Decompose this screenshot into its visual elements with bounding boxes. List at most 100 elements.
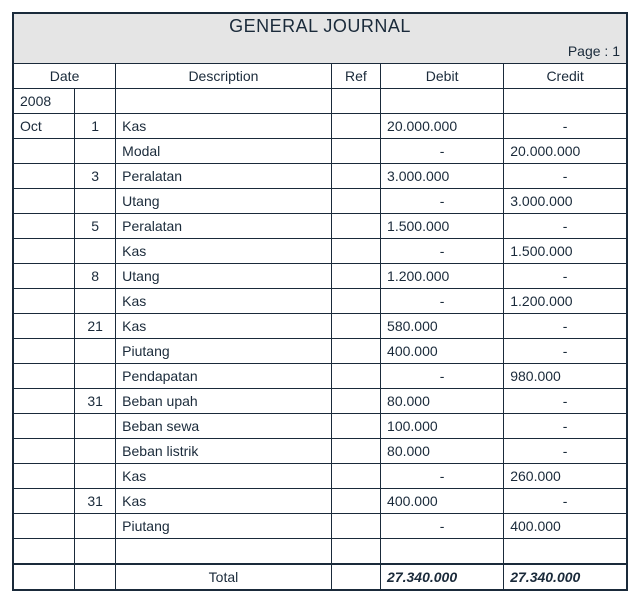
- ref-cell: [331, 364, 380, 389]
- debit-cell: -: [381, 464, 504, 489]
- debit-cell: -: [381, 239, 504, 264]
- table-row: Beban listrik80.000-: [13, 439, 627, 464]
- debit-cell: -: [381, 364, 504, 389]
- desc-cell: Piutang: [116, 514, 332, 539]
- desc-cell: Kas: [116, 239, 332, 264]
- table-row: Piutang-400.000: [13, 514, 627, 539]
- debit-cell: 400.000: [381, 339, 504, 364]
- table-row: Kas-1.500.000: [13, 239, 627, 264]
- desc-cell: Kas: [116, 289, 332, 314]
- day-cell: 1: [75, 114, 116, 139]
- day-cell: 31: [75, 489, 116, 514]
- table-row: Beban sewa 100.000-: [13, 414, 627, 439]
- journal-title: GENERAL JOURNAL: [13, 13, 627, 39]
- desc-cell: Modal: [116, 139, 332, 164]
- col-description: Description: [116, 64, 332, 89]
- col-credit: Credit: [504, 64, 627, 89]
- ref-cell: [331, 414, 380, 439]
- day-cell: [75, 239, 116, 264]
- table-row: Modal -20.000.000: [13, 139, 627, 164]
- table-row: Oct1Kas 20.000.000-: [13, 114, 627, 139]
- general-journal-table: GENERAL JOURNAL Page : 1 Date Descriptio…: [12, 12, 628, 591]
- credit-cell: -: [504, 114, 627, 139]
- credit-cell: -: [504, 314, 627, 339]
- day-cell: 3: [75, 164, 116, 189]
- table-row: 3Peralatan 3.000.000-: [13, 164, 627, 189]
- credit-cell: 980.000: [504, 364, 627, 389]
- table-row: 5Peralatan1.500.000-: [13, 214, 627, 239]
- credit-cell: -: [504, 414, 627, 439]
- month-cell: Oct: [13, 114, 75, 139]
- credit-cell: 1.200.000: [504, 289, 627, 314]
- desc-cell: Beban listrik: [116, 439, 332, 464]
- ref-cell: [331, 114, 380, 139]
- year-cell: 2008: [13, 89, 75, 114]
- ref-cell: [331, 139, 380, 164]
- day-cell: 5: [75, 214, 116, 239]
- year-row: 2008: [13, 89, 627, 114]
- table-row: 21Kas580.000-: [13, 314, 627, 339]
- day-cell: [75, 439, 116, 464]
- credit-cell: -: [504, 164, 627, 189]
- ref-cell: [331, 514, 380, 539]
- ref-cell: [331, 264, 380, 289]
- title-row: GENERAL JOURNAL: [13, 13, 627, 39]
- desc-cell: Kas: [116, 114, 332, 139]
- debit-cell: 100.000: [381, 414, 504, 439]
- credit-cell: -: [504, 489, 627, 514]
- col-date: Date: [13, 64, 116, 89]
- desc-cell: Beban upah: [116, 389, 332, 414]
- desc-cell: Beban sewa: [116, 414, 332, 439]
- desc-cell: Utang: [116, 264, 332, 289]
- desc-cell: Kas: [116, 464, 332, 489]
- table-row: Piutang400.000-: [13, 339, 627, 364]
- table-row: Pendapatan -980.000: [13, 364, 627, 389]
- debit-cell: -: [381, 289, 504, 314]
- credit-cell: 260.000: [504, 464, 627, 489]
- debit-cell: -: [381, 139, 504, 164]
- debit-cell: 1.200.000: [381, 264, 504, 289]
- blank-row: [13, 539, 627, 565]
- total-label: Total: [116, 564, 332, 590]
- credit-cell: 3.000.000: [504, 189, 627, 214]
- ref-cell: [331, 439, 380, 464]
- credit-cell: -: [504, 214, 627, 239]
- table-row: Kas -260.000: [13, 464, 627, 489]
- day-cell: [75, 364, 116, 389]
- desc-cell: Utang: [116, 189, 332, 214]
- day-cell: [75, 139, 116, 164]
- table-row: 31Kas 400.000-: [13, 489, 627, 514]
- credit-cell: -: [504, 339, 627, 364]
- ref-cell: [331, 489, 380, 514]
- credit-cell: 400.000: [504, 514, 627, 539]
- total-debit: 27.340.000: [381, 564, 504, 590]
- desc-cell: Peralatan: [116, 164, 332, 189]
- debit-cell: 580.000: [381, 314, 504, 339]
- ref-cell: [331, 189, 380, 214]
- column-header-row: Date Description Ref Debit Credit: [13, 64, 627, 89]
- table-row: 8Utang1.200.000-: [13, 264, 627, 289]
- debit-cell: 20.000.000: [381, 114, 504, 139]
- page-row: Page : 1: [13, 39, 627, 64]
- desc-cell: Kas: [116, 489, 332, 514]
- day-cell: [75, 289, 116, 314]
- col-ref: Ref: [331, 64, 380, 89]
- page-label: Page : 1: [13, 39, 627, 64]
- day-cell: [75, 414, 116, 439]
- ref-cell: [331, 314, 380, 339]
- debit-cell: 400.000: [381, 489, 504, 514]
- credit-cell: -: [504, 264, 627, 289]
- credit-cell: -: [504, 439, 627, 464]
- day-cell: 31: [75, 389, 116, 414]
- table-row: Kas -1.200.000: [13, 289, 627, 314]
- debit-cell: 1.500.000: [381, 214, 504, 239]
- debit-cell: 80.000: [381, 389, 504, 414]
- day-cell: [75, 189, 116, 214]
- ref-cell: [331, 239, 380, 264]
- credit-cell: 20.000.000: [504, 139, 627, 164]
- desc-cell: Pendapatan: [116, 364, 332, 389]
- ref-cell: [331, 289, 380, 314]
- debit-cell: 3.000.000: [381, 164, 504, 189]
- total-credit: 27.340.000: [504, 564, 627, 590]
- ref-cell: [331, 464, 380, 489]
